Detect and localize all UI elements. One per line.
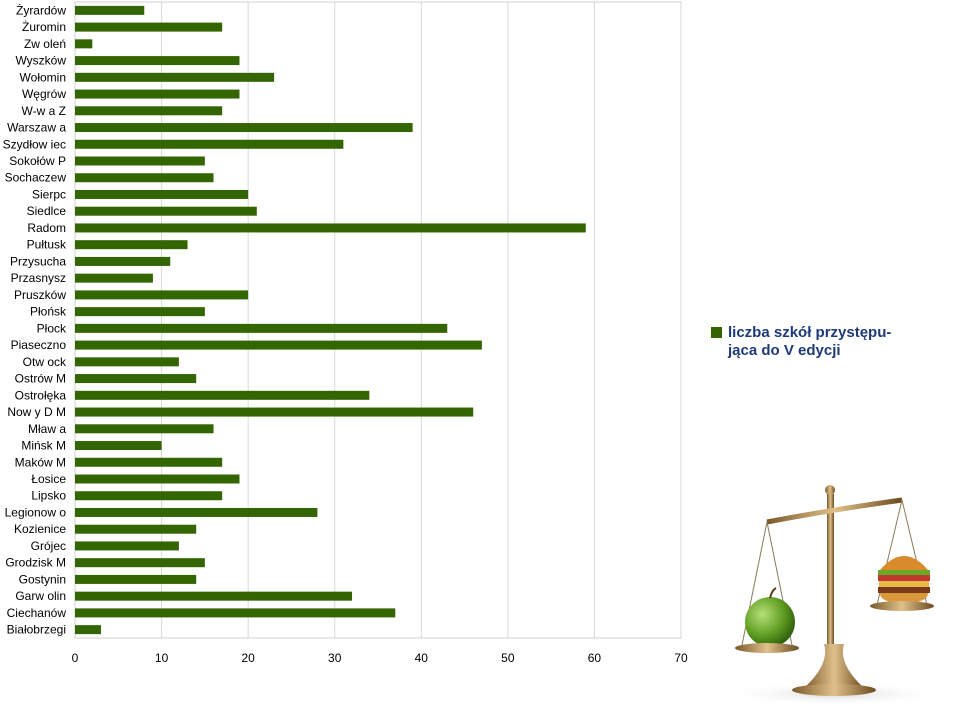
bar	[75, 541, 179, 551]
category-label: Pułtusk	[27, 238, 67, 252]
bar	[75, 323, 448, 333]
legend: liczba szkół przystępu- jąca do V edycji	[711, 324, 931, 360]
bar	[75, 574, 197, 584]
bar	[75, 156, 205, 166]
x-tick-label: 10	[155, 651, 169, 665]
bar	[75, 591, 353, 601]
category-label: Szydłow iec	[3, 137, 66, 151]
x-axis-tick-labels: 0 10 20 30 40 50 60 70	[72, 651, 688, 665]
category-label: Kozienice	[14, 522, 66, 536]
bar	[75, 139, 344, 149]
category-label: Grójec	[31, 539, 66, 553]
bar	[75, 374, 197, 384]
bar	[75, 357, 179, 367]
bar	[75, 5, 145, 15]
bar	[75, 507, 318, 517]
category-label: Piaseczno	[11, 338, 67, 352]
bars	[75, 5, 586, 635]
category-label: Sokołów P	[9, 154, 66, 168]
category-label: Garw olin	[15, 589, 66, 603]
category-label: Łosice	[31, 472, 66, 486]
category-label: Now y D M	[7, 405, 66, 419]
category-label: Warszaw a	[7, 121, 66, 135]
category-label: Płock	[37, 321, 67, 335]
category-label: Otw ock	[23, 355, 67, 369]
legend-label-line1: liczba szkół przystępu-	[728, 324, 892, 341]
bar	[75, 173, 214, 183]
bar	[75, 56, 240, 66]
bar	[75, 22, 223, 32]
category-label: Żyrardów	[16, 3, 66, 17]
bar	[75, 457, 223, 467]
category-label: Zw oleń	[24, 37, 66, 51]
category-labels: Żyrardów Żuromin Zw oleń Wyszków Wołomin Węgr…	[3, 3, 67, 636]
category-label: Radom	[27, 221, 66, 235]
category-label: Przysucha	[10, 254, 66, 268]
bar	[75, 608, 396, 618]
bar	[75, 340, 482, 350]
legend-swatch	[711, 327, 722, 338]
bar	[75, 106, 223, 116]
bar	[75, 390, 370, 400]
bar	[75, 273, 153, 283]
category-label: Legionow o	[5, 505, 67, 519]
category-label: Płońsk	[30, 305, 67, 319]
category-label: Węgrów	[22, 87, 66, 101]
bar	[75, 206, 257, 216]
category-label: Sierpc	[32, 187, 66, 201]
category-label: Przasnysz	[11, 271, 66, 285]
category-label: Lipsko	[31, 489, 66, 503]
bar	[75, 625, 101, 635]
bar	[75, 407, 474, 417]
category-label: Siedlce	[27, 204, 67, 218]
category-label: Ostrołęka	[15, 388, 67, 402]
category-label: Maków M	[15, 455, 66, 469]
bar	[75, 474, 240, 484]
bar	[75, 89, 240, 99]
x-tick-label: 20	[241, 651, 255, 665]
legend-label-line2: jąca do V edycji	[728, 342, 841, 359]
category-label: Gostynin	[19, 572, 66, 586]
category-label: W-w a Z	[22, 104, 66, 118]
bar	[75, 290, 249, 300]
category-label: Białobrzegi	[7, 623, 66, 637]
x-tick-label: 0	[72, 651, 79, 665]
bar	[75, 256, 171, 266]
bar	[75, 189, 249, 199]
bar	[75, 558, 205, 568]
x-tick-label: 60	[588, 651, 602, 665]
bar	[75, 524, 197, 534]
category-label: Mińsk M	[21, 439, 66, 453]
bar	[75, 223, 586, 233]
x-tick-label: 50	[501, 651, 515, 665]
x-tick-label: 40	[415, 651, 429, 665]
category-label: Pruszków	[14, 288, 66, 302]
category-label: Ostrów M	[15, 372, 66, 386]
category-label: Mław a	[28, 422, 66, 436]
balance-scale-apple-burger-icon	[724, 485, 944, 706]
category-label: Grodzisk M	[5, 556, 66, 570]
x-tick-label: 30	[328, 651, 342, 665]
bar	[75, 240, 188, 250]
category-label: Sochaczew	[5, 171, 67, 185]
bar	[75, 307, 205, 317]
bar	[75, 491, 223, 501]
category-label: Wyszków	[15, 54, 66, 68]
category-label: Wołomin	[20, 70, 66, 84]
category-label: Ciechanów	[7, 606, 67, 620]
bar	[75, 72, 275, 82]
bar	[75, 424, 214, 434]
bar	[75, 39, 93, 49]
category-label: Żuromin	[22, 20, 66, 34]
x-tick-label: 70	[674, 651, 688, 665]
bar	[75, 123, 413, 133]
bar	[75, 441, 162, 451]
